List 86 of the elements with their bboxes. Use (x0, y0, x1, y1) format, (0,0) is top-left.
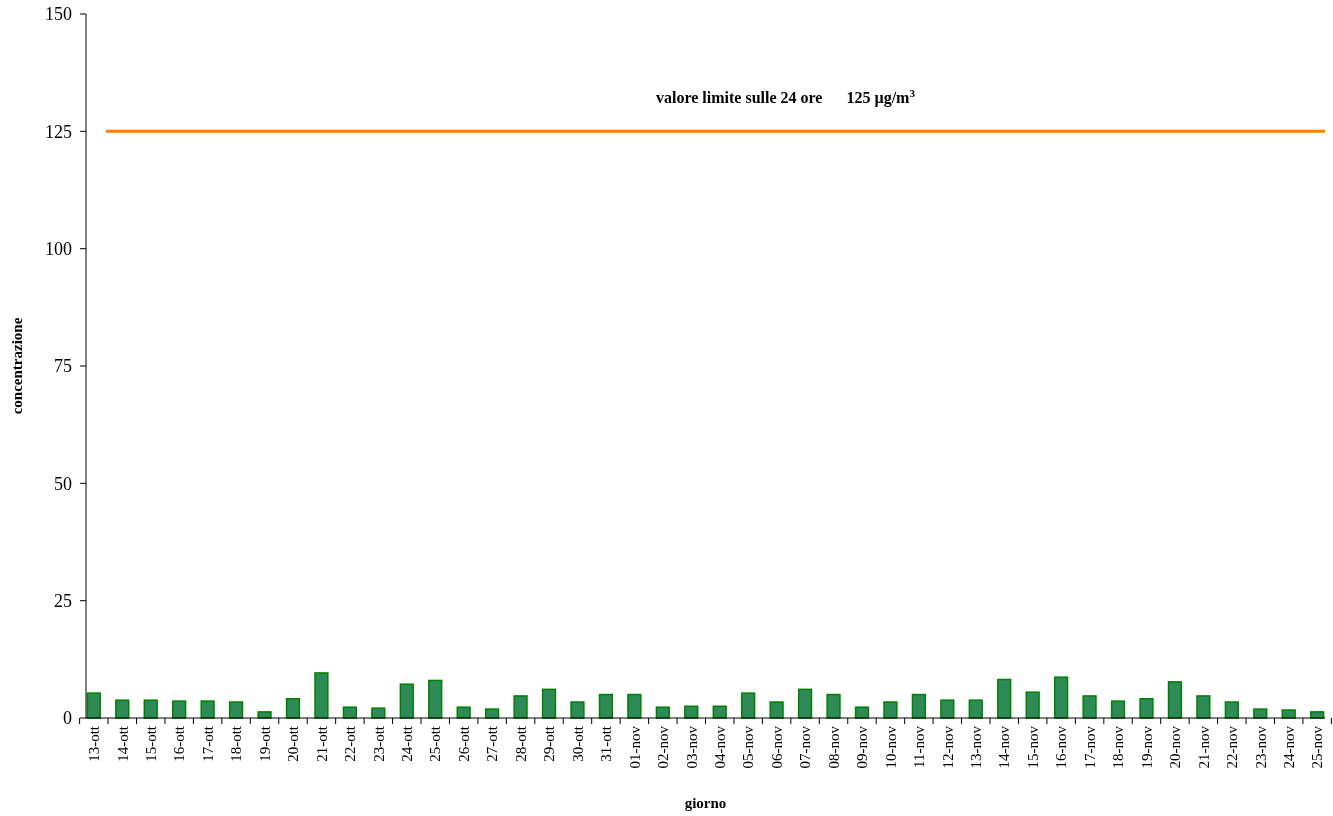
bar (911, 693, 927, 719)
y-tick-label: 75 (54, 356, 72, 377)
x-tick-label: 29-ott (541, 725, 558, 762)
bar (883, 701, 898, 719)
x-tick-label: 21-ott (313, 725, 330, 762)
x-tick-label: 22-nov (1224, 725, 1241, 769)
bar (598, 693, 614, 719)
x-tick-label: 09-nov (854, 725, 871, 769)
bar (200, 700, 215, 719)
x-tick-label: 15-nov (1024, 725, 1041, 769)
x-tick-label: 23-nov (1252, 725, 1269, 769)
x-tick-label: 14-nov (996, 725, 1013, 769)
x-tick-label: 04-nov (711, 725, 728, 769)
bar (570, 701, 585, 719)
bar (1082, 695, 1097, 719)
x-tick-label: 03-nov (683, 725, 700, 769)
y-tick-label: 0 (63, 708, 72, 729)
x-tick-label: 27-ott (484, 725, 501, 762)
x-tick-label: 17-ott (199, 725, 216, 762)
x-tick-label: 13-nov (968, 725, 985, 769)
bar (513, 695, 528, 719)
x-tick-label: 20-ott (285, 725, 302, 762)
x-tick-label: 21-nov (1195, 725, 1212, 769)
x-tick-label: 19-nov (1138, 725, 1155, 769)
bar (1139, 698, 1154, 719)
bar (826, 693, 841, 719)
x-tick-label: 16-nov (1053, 725, 1070, 769)
bar (1053, 676, 1069, 719)
x-tick-label: 11-nov (911, 725, 928, 768)
x-tick-label: 23-ott (370, 725, 387, 762)
bar (115, 699, 130, 719)
x-tick-label: 24-nov (1280, 725, 1297, 769)
x-tick-label: 12-nov (939, 725, 956, 769)
bar (172, 700, 187, 719)
y-tick-label: 150 (45, 4, 72, 25)
bar (1196, 695, 1211, 719)
x-tick-label: 26-ott (455, 725, 472, 762)
x-tick-label: 20-nov (1167, 725, 1184, 769)
x-tick-label: 30-ott (569, 725, 586, 762)
bar (86, 692, 101, 719)
y-tick-label: 50 (54, 473, 72, 494)
x-tick-label: 24-ott (399, 725, 416, 762)
bar (968, 699, 983, 719)
bar (541, 688, 557, 719)
y-axis-title: concentrazione (9, 317, 25, 415)
y-tick-label: 25 (54, 590, 72, 611)
x-tick-label: 22-ott (342, 725, 359, 762)
x-tick-label: 17-nov (1081, 725, 1098, 769)
bar (769, 701, 784, 719)
bar (399, 683, 414, 719)
bar (143, 699, 158, 719)
y-tick-label: 125 (45, 121, 72, 142)
x-tick-label: 01-nov (626, 725, 643, 769)
x-tick-label: 18-nov (1110, 725, 1127, 769)
x-tick-label: 10-nov (882, 725, 899, 769)
x-tick-label: 25-nov (1309, 725, 1326, 769)
x-tick-label: 31-ott (598, 725, 615, 762)
x-tick-label: 15-ott (142, 725, 159, 762)
bar (314, 672, 329, 719)
x-tick-label: 05-nov (740, 725, 757, 769)
bar (285, 698, 301, 719)
bar (1110, 700, 1126, 719)
x-tick-label: 16-ott (171, 725, 188, 762)
x-tick-label: 14-ott (114, 725, 131, 762)
x-tick-label: 06-nov (768, 725, 785, 769)
bar (627, 693, 642, 719)
x-tick-label: 07-nov (797, 725, 814, 769)
x-tick-label: 19-ott (256, 725, 273, 762)
bar (228, 701, 244, 719)
x-axis-title: giorno (684, 795, 727, 811)
x-tick-label: 13-ott (86, 725, 103, 762)
x-tick-label: 02-nov (655, 725, 672, 769)
y-tick-label: 100 (45, 238, 72, 259)
x-tick-label: 25-ott (427, 725, 444, 762)
bar (741, 692, 756, 719)
bar (797, 688, 813, 719)
x-tick-label: 18-ott (228, 725, 245, 762)
bar (1025, 691, 1040, 719)
bar (940, 699, 955, 719)
bar (1167, 681, 1183, 719)
ref-line-label: valore limite sulle 24 ore 125 µg/m$^{3}$ (655, 87, 916, 108)
x-tick-label: 28-ott (512, 725, 529, 762)
bar (997, 678, 1012, 719)
x-tick-label: 08-nov (825, 725, 842, 769)
bar (1224, 701, 1239, 719)
bar (428, 679, 443, 719)
